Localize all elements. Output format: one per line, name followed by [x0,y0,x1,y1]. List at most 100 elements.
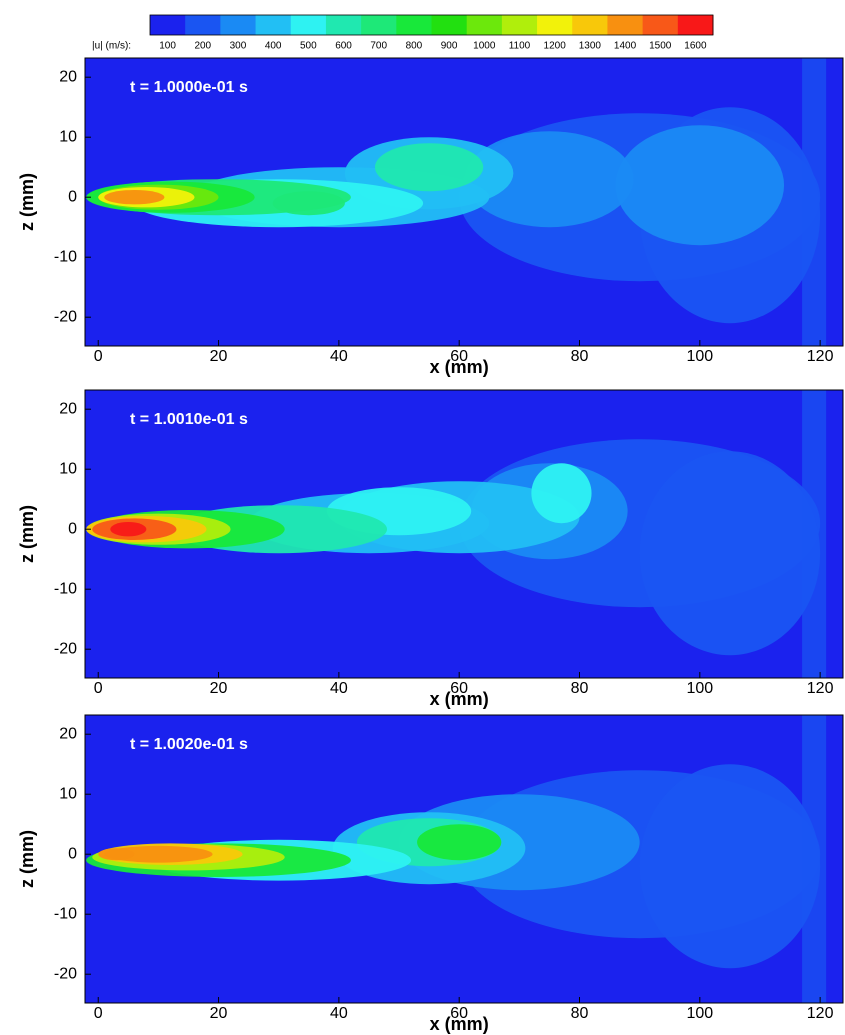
x-tick-label: 100 [686,348,713,365]
contour-region [104,845,213,863]
x-axis-label: x (mm) [430,689,489,709]
colorbar-swatch [677,15,714,35]
y-tick-label: 0 [68,520,77,537]
contour-region [639,451,821,656]
time-annotation: t = 1.0020e-01 s [130,736,248,753]
colorbar-swatch [431,15,468,35]
y-axis-label: z (mm) [17,505,37,563]
colorbar-level: 1600 [684,41,707,52]
x-axis-label: x (mm) [430,1014,489,1034]
colorbar-level: 300 [230,41,247,52]
x-tick-label: 60 [450,348,468,365]
colorbar-level: 1400 [614,41,637,52]
colorbar-swatch [572,15,608,35]
colorbar-level: 400 [265,41,282,52]
colorbar-frame [149,14,714,36]
colorbar-level: 200 [194,41,211,52]
y-tick-label: 20 [59,68,77,85]
colorbar-level: 1200 [544,41,567,52]
time-annotation: t = 1.0010e-01 s [130,411,248,428]
colorbar-swatch [220,15,257,35]
colorbar-swatch [150,15,186,35]
x-tick-label: 40 [330,1005,348,1022]
contour-region [110,522,147,537]
x-tick-label: 60 [450,680,468,697]
colorbar-swatch [642,15,679,35]
x-tick-label: 0 [94,1005,103,1022]
contour-region [615,125,785,246]
colorbar-level: 500 [300,41,317,52]
x-tick-label: 20 [210,680,228,697]
x-tick-label: 0 [94,680,103,697]
colorbar-swatch [537,15,573,35]
x-tick-label: 40 [330,348,348,365]
y-tick-label: 0 [68,845,77,862]
plot-area: 0 20 40 60 80 100 120 -20 -10 0 10 20 x (mm) z (mm) t … [17,389,844,709]
y-tick-label: -20 [54,640,77,657]
x-tick-label: 20 [210,1005,228,1022]
x-tick-label: 100 [686,1005,713,1022]
x-tick-label: 80 [571,1005,589,1022]
y-tick-label: 10 [59,785,77,802]
y-axis-label: z (mm) [17,830,37,888]
contour-region [531,463,592,524]
time-annotation: t = 1.0000e-01 s [130,79,248,96]
y-tick-label: -20 [54,965,77,982]
colorbar-level: 1100 [509,41,531,52]
plot-area: 0 20 40 60 80 100 120 -20 -10 0 10 20 x (mm) z (mm) t … [17,714,844,1034]
x-axis-label: x (mm) [430,357,489,377]
colorbar-swatch [396,15,432,35]
outflow-band [802,715,827,1003]
y-tick-label: 20 [59,725,77,742]
y-tick-label: -10 [54,580,77,597]
y-tick-label: -10 [54,905,77,922]
contour-region [417,824,502,861]
contour-region [465,131,634,228]
contour-region [104,190,165,205]
y-tick-label: 10 [59,128,77,145]
x-tick-label: 120 [807,348,834,365]
contour-field [85,58,843,346]
colorbar-level: 700 [370,41,387,52]
colorbar-swatch [501,15,538,35]
y-tick-label: -10 [54,248,77,265]
colorbar-level: 100 [159,41,176,52]
plot-frame [84,57,844,347]
colorbar-level: 1000 [473,41,496,52]
outflow-band [802,390,827,678]
colorbar-swatch [361,15,397,35]
x-tick-label: 0 [94,348,103,365]
x-tick-label: 80 [571,680,589,697]
x-tick-label: 120 [807,1005,834,1022]
y-tick-label: 20 [59,400,77,417]
colorbar-level: 600 [335,41,352,52]
contour-field [85,390,843,678]
colorbar-level: 1500 [649,41,672,52]
plot-frame [84,714,844,1004]
y-tick-label: 0 [68,188,77,205]
plot-area: 0 20 40 60 80 100 120 -20 -10 0 10 20 x (mm) z (mm) t … [17,57,844,377]
colorbar-label: |u| (m/s): [92,41,131,52]
plot-frame [84,389,844,679]
y-axis-label: z (mm) [17,173,37,231]
contour-region [374,143,484,192]
x-tick-label: 60 [450,1005,468,1022]
colorbar-level: 800 [406,41,423,52]
contour-region [639,764,821,969]
colorbar-swatch [607,15,644,35]
contour-region [272,191,345,216]
y-tick-label: -20 [54,308,77,325]
colorbar-level: 900 [441,41,458,52]
colorbar-swatch [255,15,292,35]
colorbar-swatch [185,15,221,35]
contour-field [85,715,843,1003]
contour-region [98,848,135,861]
outflow-band [802,58,827,346]
colorbar-swatch [325,15,362,35]
x-tick-label: 40 [330,680,348,697]
colorbar-level: 1300 [579,41,602,52]
y-tick-label: 10 [59,460,77,477]
x-tick-label: 80 [571,348,589,365]
x-tick-label: 120 [807,680,834,697]
